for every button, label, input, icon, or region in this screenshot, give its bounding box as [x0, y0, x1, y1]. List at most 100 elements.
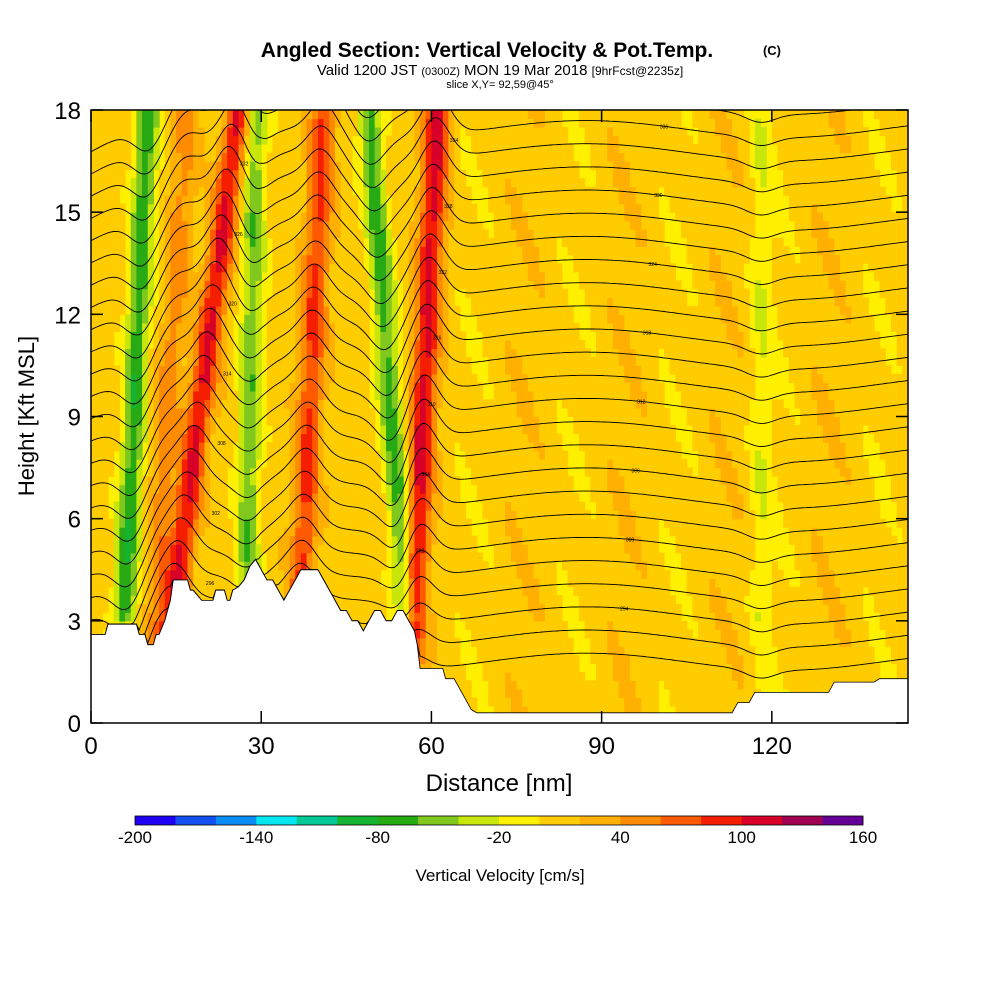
velocity-cell — [96, 373, 103, 384]
velocity-cell — [266, 518, 274, 528]
velocity-cell — [255, 152, 262, 162]
velocity-cell — [369, 152, 376, 162]
velocity-cell — [403, 356, 410, 367]
velocity-cell — [329, 348, 336, 358]
velocity-cell — [125, 510, 132, 520]
velocity-cell — [420, 271, 427, 281]
velocity-cell — [244, 110, 251, 120]
velocity-cell — [300, 178, 308, 188]
velocity-cell — [181, 493, 189, 503]
velocity-cell — [119, 450, 126, 460]
velocity-cell — [147, 135, 155, 145]
velocity-cell — [255, 407, 262, 418]
velocity-cell — [346, 195, 353, 205]
velocity-cell — [437, 297, 444, 307]
velocity-cell — [96, 612, 103, 622]
velocity-cell — [380, 603, 387, 613]
velocity-cell — [210, 365, 217, 375]
velocity-cell — [397, 254, 404, 264]
velocity-cell — [522, 612, 529, 622]
velocity-cell — [420, 467, 427, 477]
velocity-cell — [159, 518, 166, 528]
velocity-cell — [238, 518, 245, 528]
velocity-cell — [159, 561, 166, 571]
velocity-cell — [482, 586, 489, 596]
velocity-cell — [244, 476, 251, 486]
velocity-cell — [493, 297, 501, 307]
velocity-cell — [193, 493, 200, 503]
velocity-cell — [91, 220, 98, 230]
velocity-cell — [164, 246, 172, 256]
velocity-cell — [380, 501, 387, 511]
velocity-cell — [471, 203, 478, 213]
velocity-cell — [351, 271, 359, 281]
velocity-cell — [289, 203, 296, 213]
velocity-cell — [193, 535, 200, 545]
velocity-cell — [431, 578, 438, 588]
velocity-cell — [334, 535, 342, 545]
velocity-cell — [493, 501, 501, 511]
velocity-cell — [493, 348, 501, 358]
velocity-cell — [159, 254, 166, 264]
velocity-cell — [221, 339, 228, 349]
velocity-cell — [278, 552, 285, 562]
velocity-cell — [289, 118, 296, 128]
velocity-cell — [420, 612, 427, 622]
velocity-cell — [142, 561, 149, 571]
velocity-cell — [431, 237, 438, 247]
velocity-cell — [283, 127, 291, 137]
velocity-cell — [215, 493, 223, 503]
velocity-cell — [261, 110, 268, 120]
velocity-cell — [102, 382, 109, 392]
velocity-cell — [317, 501, 325, 511]
velocity-cell — [448, 493, 455, 503]
velocity-cell — [108, 246, 115, 256]
velocity-cell — [420, 569, 427, 579]
velocity-cell — [272, 416, 279, 426]
velocity-cell — [159, 399, 166, 409]
velocity-cell — [471, 390, 478, 401]
velocity-cell — [136, 493, 143, 503]
velocity-cell — [283, 212, 291, 222]
velocity-cell — [187, 433, 194, 443]
velocity-cell — [198, 382, 206, 392]
velocity-cell — [391, 501, 398, 511]
velocity-cell — [505, 697, 512, 707]
velocity-cell — [130, 186, 137, 196]
velocity-cell — [329, 373, 336, 384]
velocity-cell — [323, 484, 330, 494]
velocity-cell — [420, 195, 427, 205]
velocity-cell — [414, 212, 421, 222]
velocity-cell — [425, 569, 433, 579]
velocity-cell — [391, 459, 398, 469]
velocity-cell — [431, 365, 438, 375]
velocity-cell — [306, 203, 313, 213]
velocity-cell — [488, 407, 495, 418]
velocity-cell — [414, 390, 421, 401]
velocity-cell — [442, 595, 450, 605]
velocity-cell — [249, 195, 257, 205]
velocity-cell — [147, 152, 155, 162]
velocity-cell — [357, 127, 364, 137]
velocity-cell — [499, 203, 506, 213]
velocity-cell — [232, 297, 240, 307]
velocity-cell — [147, 433, 155, 443]
velocity-cell — [369, 280, 376, 290]
velocity-cell — [210, 169, 217, 179]
velocity-cell — [363, 510, 370, 520]
velocity-cell — [125, 382, 132, 392]
velocity-cell — [442, 467, 450, 477]
velocity-cell — [289, 493, 296, 503]
velocity-cell — [221, 365, 228, 375]
velocity-cell — [187, 110, 194, 120]
velocity-cell — [397, 510, 404, 520]
velocity-cell — [465, 246, 472, 256]
velocity-cell — [249, 476, 257, 486]
velocity-cell — [283, 356, 291, 367]
velocity-cell — [266, 212, 274, 222]
velocity-cell — [147, 425, 155, 435]
velocity-cell — [499, 671, 506, 682]
velocity-cell — [357, 459, 364, 469]
velocity-cell — [238, 407, 245, 418]
velocity-cell — [323, 356, 330, 367]
